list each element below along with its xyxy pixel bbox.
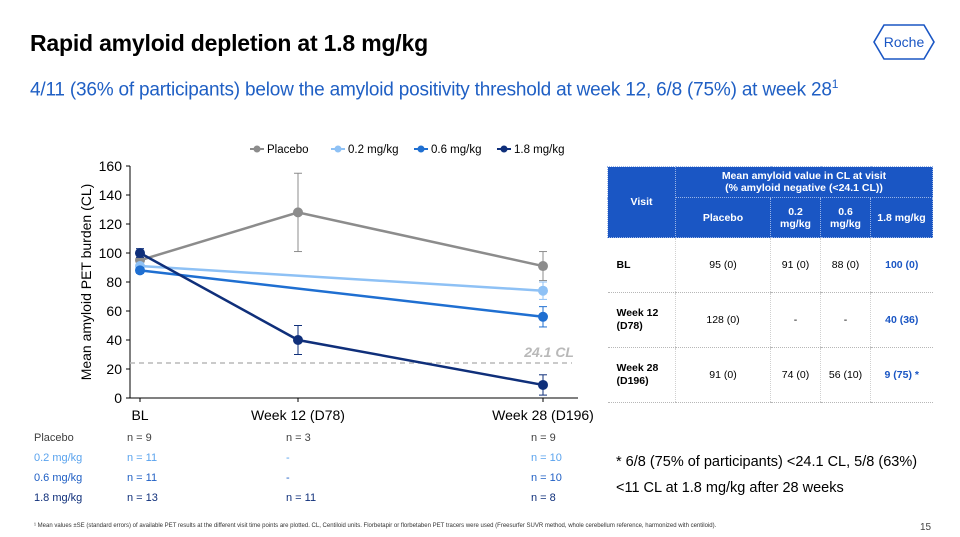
- table-cell: 88 (0): [820, 237, 871, 293]
- legend-marker: [334, 145, 342, 153]
- series-line-3: [139, 251, 544, 387]
- legend-marker: [417, 145, 425, 153]
- data-point: [538, 261, 548, 272]
- n-table-value: -: [286, 452, 290, 464]
- table-cell: 56 (10): [820, 347, 871, 403]
- group-header: Mean amyloid value in CL at visit (% amy…: [675, 166, 933, 198]
- n-table-label: Placebo: [34, 432, 74, 444]
- results-note: * 6/8 (75% of participants) <24.1 CL, 5/…: [616, 454, 918, 496]
- group-header-line1: Mean amyloid value in CL at visit: [721, 170, 887, 182]
- data-point: [135, 265, 145, 276]
- n-table-label: 1.8 mg/kg: [34, 492, 83, 504]
- row-visit: BL: [607, 237, 676, 293]
- visit-header: Visit: [607, 166, 676, 238]
- y-tick-label: 100: [99, 245, 123, 261]
- row-visit: Week 12 (D78): [607, 292, 676, 348]
- table-cell: 128 (0): [675, 292, 771, 348]
- x-tick-label: BL: [131, 407, 148, 423]
- roche-hexagon-icon: Roche: [873, 24, 935, 60]
- y-tick-label: 160: [99, 158, 123, 174]
- data-point: [293, 335, 303, 345]
- table-cell: -: [820, 292, 871, 348]
- col-header-0-2: 0.2 mg/kg: [770, 197, 821, 238]
- y-tick-label: 40: [106, 332, 122, 348]
- legend-entry: 0.2 mg/kg: [348, 144, 399, 156]
- n-table-value: n = 3: [286, 432, 311, 444]
- subtitle-text: 4/11 (36% of participants) below the amy…: [30, 79, 832, 101]
- series-line-2: [139, 269, 544, 319]
- n-table-label: 0.6 mg/kg: [34, 472, 83, 484]
- chart-svg: 0 20 40 60 80 100 120 140 160 BL Week 12 (D78) Week…: [78, 144, 594, 423]
- legend-marker: [500, 145, 508, 153]
- table-row: Week 28 (D196) 91 (0) 74 (0) 56 (10) 9 (…: [607, 347, 933, 403]
- footnote: ¹ Mean values ±SE (standard errors) of a…: [34, 523, 717, 529]
- y-tick-label: 120: [99, 216, 123, 232]
- amyloid-line-chart: 0 20 40 60 80 100 120 140 160 BL Week 12 (D78) Week…: [0, 130, 600, 430]
- table-cell-highlight: 9 (75) *: [870, 347, 933, 403]
- x-tick-label: Week 12 (D78): [251, 407, 345, 423]
- col-header-1-8: 1.8 mg/kg: [870, 197, 933, 238]
- table-cell: 91 (0): [770, 237, 821, 293]
- n-table-value: n = 11: [127, 452, 158, 464]
- table-cell: 95 (0): [675, 237, 771, 293]
- table-cell: 74 (0): [770, 347, 821, 403]
- n-table-value: n = 9: [127, 432, 152, 444]
- table-cell-highlight: 40 (36): [870, 292, 933, 348]
- y-tick-label: 60: [106, 303, 122, 319]
- table-row: BL 95 (0) 91 (0) 88 (0) 100 (0): [607, 237, 933, 293]
- col-header-placebo: Placebo: [675, 197, 771, 238]
- y-tick-label: 20: [106, 361, 122, 377]
- table-row: Week 12 (D78) 128 (0) - - 40 (36): [607, 292, 933, 348]
- n-table-value: n = 9: [531, 432, 556, 444]
- y-tick-label: 80: [106, 274, 122, 290]
- data-point: [538, 311, 548, 322]
- page-title: Rapid amyloid depletion at 1.8 mg/kg: [30, 30, 428, 56]
- data-point: [293, 207, 303, 218]
- n-table-value: n = 10: [531, 472, 562, 484]
- table-cell: 91 (0): [675, 347, 771, 403]
- page-subtitle: 4/11 (36% of participants) below the amy…: [30, 77, 838, 101]
- table-cell-highlight: 100 (0): [870, 237, 933, 293]
- y-tick-label: 0: [114, 390, 122, 406]
- n-table-value: n = 8: [531, 492, 556, 504]
- n-table-value: n = 13: [127, 492, 158, 504]
- n-table-value: n = 11: [127, 472, 158, 484]
- roche-logo-text: Roche: [884, 34, 925, 50]
- legend-marker: [253, 145, 261, 153]
- data-point: [538, 285, 548, 296]
- subtitle-footnote-mark: 1: [831, 77, 839, 91]
- n-table-value: n = 11: [286, 492, 317, 504]
- table-cell: -: [770, 292, 821, 348]
- page-number: 15: [920, 522, 932, 533]
- data-point: [538, 379, 548, 390]
- legend-entry: 1.8 mg/kg: [514, 144, 565, 156]
- n-table-value: n = 10: [531, 452, 562, 464]
- n-table-value: -: [286, 472, 290, 484]
- data-point: [135, 248, 145, 258]
- y-axis-label: Mean amyloid PET burden (CL): [78, 184, 94, 381]
- series-line-0: [139, 211, 544, 268]
- y-tick-label: 140: [99, 187, 123, 203]
- legend-entry: 0.6 mg/kg: [431, 144, 482, 156]
- col-header-0-6: 0.6 mg/kg: [820, 197, 871, 238]
- row-visit: Week 28 (D196): [607, 347, 676, 403]
- amyloid-value-table: Visit Mean amyloid value in CL at visit …: [607, 166, 933, 403]
- series-line-1: [139, 264, 544, 292]
- roche-logo: Roche: [872, 22, 936, 62]
- legend-entry: Placebo: [267, 144, 309, 156]
- group-header-line2: (% amyloid negative (<24.1 CL)): [725, 182, 883, 194]
- threshold-label: 24.1 CL: [523, 344, 574, 360]
- n-table-label: 0.2 mg/kg: [34, 452, 83, 464]
- x-tick-label: Week 28 (D196): [492, 407, 594, 423]
